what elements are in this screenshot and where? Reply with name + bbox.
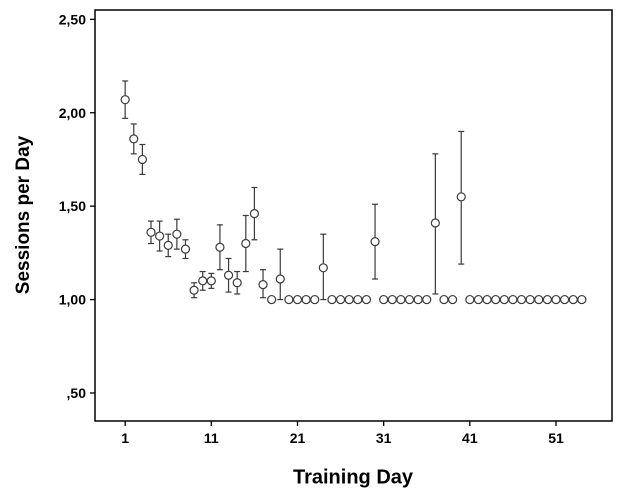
data-point [379,294,389,305]
data-point [310,294,320,305]
data-point [267,294,277,305]
data-point [439,294,449,305]
x-tick-label: 11 [204,430,219,446]
y-tick-label: 1,50 [59,198,86,214]
data-point [473,294,484,305]
data-point [318,263,328,273]
plot-frame [94,9,613,422]
data-point [275,274,285,284]
data-point [396,294,406,305]
x-tick-label: 21 [290,430,306,446]
y-tick-label: ,50 [67,385,87,401]
data-point [508,294,518,305]
data-point [241,238,251,249]
data-point [551,294,561,305]
data-point [172,229,182,239]
x-axis-label: Training Day [292,466,414,489]
data-point [189,285,199,295]
data-point [525,294,535,305]
data-point [249,209,260,219]
data-point [146,227,156,237]
data-point [560,294,570,305]
data-point [577,294,587,305]
data-point [499,294,509,305]
data-point [284,294,294,305]
data-point [516,294,527,305]
data-point [534,294,544,305]
data-point [258,280,268,290]
data-point [456,192,466,202]
data-point [292,294,303,305]
y-tick-label: 1,00 [59,292,86,308]
data-point [413,294,423,305]
data-point [120,95,130,105]
data-point [301,294,311,305]
data-point [430,218,440,228]
data-point [465,294,475,305]
data-point [387,294,397,305]
y-tick-label: 2,50 [59,11,86,27]
x-tick-label: 51 [548,430,564,446]
data-point [353,294,363,305]
data-point [568,294,578,305]
y-axis-label: Sessions per Day [13,135,34,295]
data-point [482,294,492,305]
data-point [422,294,432,305]
data-point [215,242,225,252]
y-tick-label: 2,00 [59,105,86,121]
data-point [206,276,216,286]
data-point [344,294,354,305]
x-tick-label: 41 [462,430,478,446]
data-point [542,294,552,305]
data-point [137,154,147,165]
data-point [361,294,372,305]
data-point [223,270,234,280]
data-point [327,294,337,305]
x-tick-label: 31 [376,430,392,446]
data-point [370,237,380,247]
data-point [155,231,165,241]
data-point [163,240,173,250]
data-point [404,294,415,305]
data-point [129,134,139,144]
data-point [447,294,458,305]
data-point [335,294,346,305]
data-point [232,278,242,288]
data-point [491,294,501,305]
x-tick-label: 1 [121,430,129,446]
data-point [198,276,208,286]
data-point [180,244,191,254]
